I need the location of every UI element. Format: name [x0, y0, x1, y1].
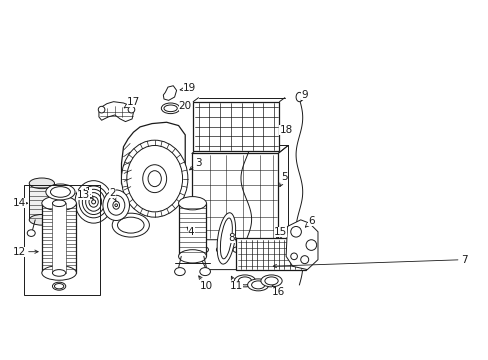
Ellipse shape [113, 201, 119, 209]
Ellipse shape [220, 218, 232, 259]
Text: 15: 15 [274, 227, 287, 238]
Ellipse shape [261, 247, 267, 252]
Text: 9: 9 [301, 90, 307, 101]
Ellipse shape [300, 256, 308, 264]
Text: 18: 18 [279, 125, 292, 135]
Polygon shape [285, 220, 317, 270]
Text: 20: 20 [178, 101, 191, 111]
Ellipse shape [234, 275, 255, 287]
Bar [191, 153, 278, 240]
Text: 8: 8 [228, 233, 237, 243]
Bar [28, 183, 54, 220]
Ellipse shape [200, 267, 210, 276]
Ellipse shape [142, 165, 166, 193]
Text: 6: 6 [305, 216, 314, 227]
Ellipse shape [52, 200, 65, 207]
Ellipse shape [98, 106, 105, 113]
Text: 1: 1 [85, 187, 93, 199]
Ellipse shape [178, 197, 206, 210]
Polygon shape [99, 102, 133, 122]
Ellipse shape [89, 197, 98, 207]
Ellipse shape [102, 190, 129, 220]
Text: 16: 16 [271, 285, 284, 297]
Ellipse shape [128, 106, 135, 113]
Ellipse shape [42, 196, 76, 211]
Ellipse shape [174, 267, 185, 276]
Ellipse shape [27, 230, 35, 237]
Text: 3: 3 [189, 158, 202, 170]
Polygon shape [200, 240, 269, 270]
Ellipse shape [121, 140, 187, 217]
Bar [193, 102, 279, 152]
Text: 11: 11 [229, 276, 243, 291]
Ellipse shape [178, 250, 206, 263]
Polygon shape [163, 86, 176, 100]
Ellipse shape [46, 184, 75, 200]
Ellipse shape [29, 215, 54, 225]
Text: 10: 10 [198, 276, 213, 291]
Bar [178, 203, 206, 256]
Ellipse shape [216, 247, 223, 252]
Bar [42, 203, 76, 273]
Bar [52, 203, 65, 273]
Ellipse shape [248, 247, 254, 252]
Ellipse shape [42, 266, 76, 280]
Ellipse shape [217, 213, 235, 264]
Polygon shape [121, 122, 185, 203]
Text: 4: 4 [187, 227, 194, 237]
Ellipse shape [75, 181, 112, 223]
Ellipse shape [233, 247, 239, 252]
Ellipse shape [295, 93, 302, 102]
Bar [236, 238, 305, 270]
Ellipse shape [247, 279, 268, 291]
Text: 12: 12 [13, 247, 38, 257]
Text: 14: 14 [13, 198, 28, 208]
Text: 13: 13 [76, 190, 90, 199]
Ellipse shape [305, 240, 316, 250]
Text: 2: 2 [109, 188, 116, 201]
Ellipse shape [261, 275, 282, 287]
Ellipse shape [52, 270, 65, 276]
Text: 7: 7 [273, 255, 467, 268]
Ellipse shape [112, 213, 149, 237]
Ellipse shape [290, 253, 297, 260]
Ellipse shape [52, 282, 65, 290]
Ellipse shape [29, 178, 54, 189]
Text: 19: 19 [180, 84, 196, 93]
Text: 17: 17 [124, 97, 140, 108]
Ellipse shape [202, 247, 208, 252]
Ellipse shape [161, 103, 180, 114]
Text: 5: 5 [279, 172, 287, 186]
Ellipse shape [290, 226, 301, 237]
Bar [24, 185, 100, 295]
